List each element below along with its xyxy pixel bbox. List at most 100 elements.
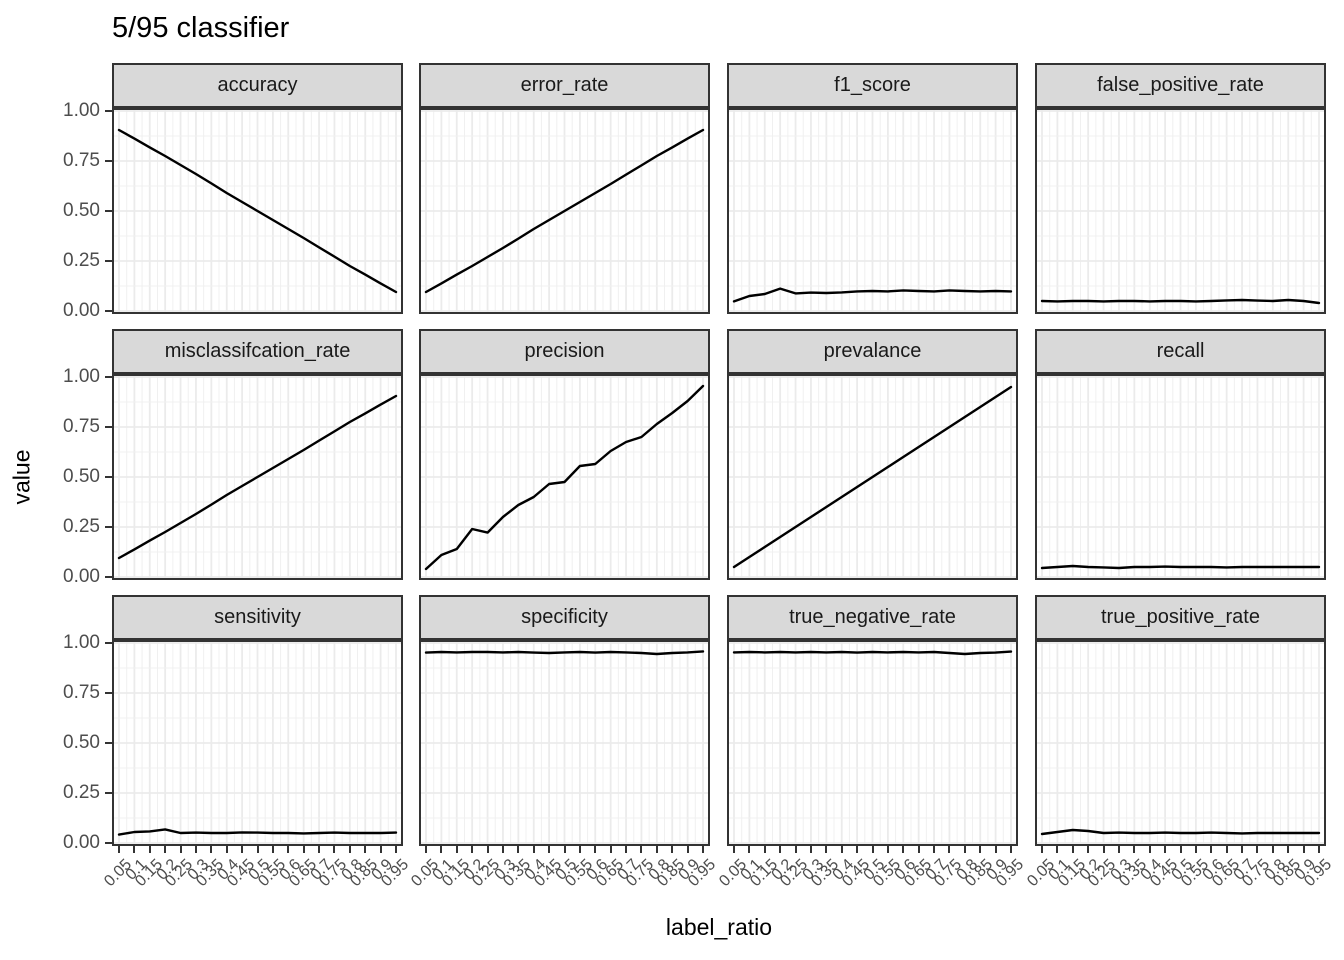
y-axis-tick (105, 160, 112, 162)
x-axis-tick (379, 846, 382, 853)
facet-panel-specificity (419, 640, 710, 846)
facet-strip-misclassifcation_rate: misclassifcation_rate (112, 329, 403, 374)
x-axis-tick (287, 846, 290, 853)
y-axis-tick (105, 260, 112, 262)
x-axis-tick (118, 846, 120, 853)
y-axis-tick (105, 376, 112, 378)
x-axis-tick (1194, 846, 1197, 853)
facet-panel-misclassifcation_rate (112, 374, 403, 580)
x-axis-tick (440, 846, 443, 853)
x-axis-tick (133, 846, 136, 853)
x-axis-tick (933, 846, 936, 853)
y-tick-label: 0.00 (63, 300, 100, 321)
x-axis-tick (302, 846, 305, 853)
x-axis-tick (1133, 846, 1136, 853)
facet-strip-true_positive_rate: true_positive_rate (1035, 595, 1326, 640)
x-axis-tick (333, 846, 336, 853)
y-axis-tick (105, 526, 112, 528)
x-axis-tick (1010, 846, 1012, 853)
line-prevalance (732, 385, 1013, 569)
facet-strip-error_rate: error_rate (419, 63, 710, 108)
x-axis-tick (1225, 846, 1228, 853)
plot-title: 5/95 classifier (112, 12, 290, 44)
y-tick-label: 1.00 (63, 100, 100, 121)
x-axis-tick (271, 846, 274, 853)
facet-panel-true_positive_rate (1035, 640, 1326, 846)
facet-strip-prevalance: prevalance (727, 329, 1018, 374)
x-axis-tick (318, 846, 321, 853)
y-tick-label: 0.00 (63, 566, 100, 587)
facet-panel-true_negative_rate (727, 640, 1018, 846)
x-axis-tick (1041, 846, 1043, 853)
y-axis-tick (105, 842, 112, 844)
line-misclassifcation_rate (117, 394, 398, 560)
x-axis-tick (1271, 846, 1274, 853)
y-tick-label: 0.75 (63, 150, 100, 171)
facet-panel-sensitivity (112, 640, 403, 846)
y-axis-tick (105, 692, 112, 694)
x-axis-tick (1071, 846, 1074, 853)
x-axis-tick (886, 846, 889, 853)
x-axis-tick (1056, 846, 1059, 853)
x-axis-tick (702, 846, 704, 853)
x-axis-tick (1117, 846, 1120, 853)
line-recall (1040, 564, 1321, 570)
x-axis-tick (1302, 846, 1305, 853)
line-specificity (424, 650, 705, 656)
x-axis-tick (825, 846, 828, 853)
x-axis-tick (164, 846, 167, 853)
x-axis-tick (1256, 846, 1259, 853)
x-axis-tick (210, 846, 213, 853)
y-tick-label: 0.50 (63, 466, 100, 487)
x-axis-tick (856, 846, 859, 853)
x-axis-tick (794, 846, 797, 853)
facet-strip-precision: precision (419, 329, 710, 374)
y-axis-tick (105, 110, 112, 112)
x-axis-tick (871, 846, 874, 853)
y-axis-tick (105, 476, 112, 478)
line-true_positive_rate (1040, 828, 1321, 836)
x-axis-tick (809, 846, 812, 853)
y-tick-label: 0.25 (63, 250, 100, 271)
y-tick-label: 0.25 (63, 782, 100, 803)
x-axis-tick (1102, 846, 1105, 853)
facet-panel-false_positive_rate (1035, 108, 1326, 314)
x-axis-tick (395, 846, 397, 853)
facet-panel-prevalance (727, 374, 1018, 580)
x-axis-tick (256, 846, 259, 853)
facet-strip-recall: recall (1035, 329, 1326, 374)
y-tick-label: 0.25 (63, 516, 100, 537)
x-axis-tick (733, 846, 735, 853)
x-axis-tick (963, 846, 966, 853)
y-tick-label: 1.00 (63, 366, 100, 387)
x-axis-tick (194, 846, 197, 853)
facet-strip-specificity: specificity (419, 595, 710, 640)
facet-panel-accuracy (112, 108, 403, 314)
x-axis-tick (517, 846, 520, 853)
y-tick-label: 0.50 (63, 200, 100, 221)
line-true_negative_rate (732, 650, 1013, 656)
x-axis-tick (455, 846, 458, 853)
facet-strip-false_positive_rate: false_positive_rate (1035, 63, 1326, 108)
y-tick-label: 0.75 (63, 682, 100, 703)
y-axis-tick (105, 642, 112, 644)
x-axis-tick (1148, 846, 1151, 853)
line-f1_score (732, 287, 1013, 303)
x-axis-tick (686, 846, 689, 853)
x-axis-title: label_ratio (665, 914, 773, 940)
facet-strip-sensitivity: sensitivity (112, 595, 403, 640)
x-axis-tick (1287, 846, 1290, 853)
x-axis-tick (655, 846, 658, 853)
x-axis-tick (1210, 846, 1213, 853)
x-axis-tick (594, 846, 597, 853)
y-tick-label: 0.00 (63, 832, 100, 853)
x-axis-tick (225, 846, 228, 853)
y-axis-tick (105, 426, 112, 428)
x-axis-tick (578, 846, 581, 853)
line-sensitivity (117, 828, 398, 836)
x-axis-tick (979, 846, 982, 853)
x-axis-tick (179, 846, 182, 853)
x-axis-tick (348, 846, 351, 853)
y-axis-tick (105, 310, 112, 312)
